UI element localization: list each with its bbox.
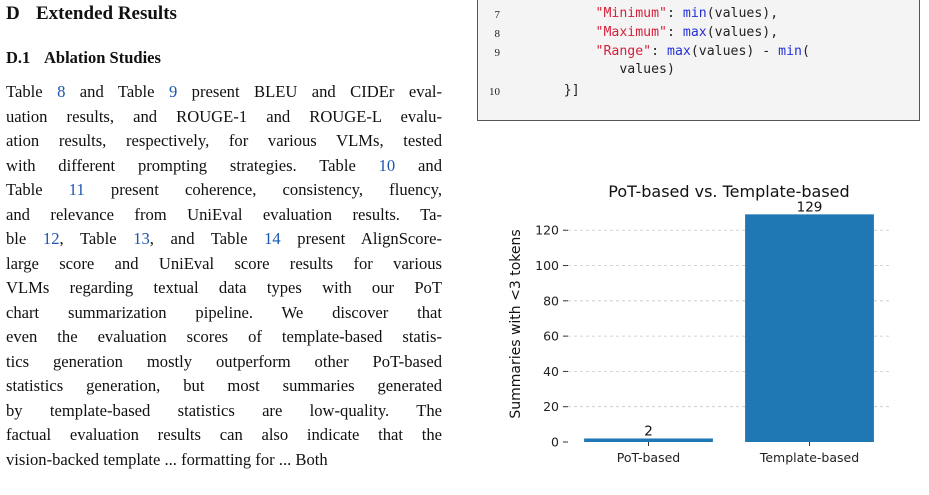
paragraph-line: tics generation mostly outperform other …	[6, 350, 442, 375]
y-tick-label: 0	[551, 435, 559, 450]
paragraph-text: uation results, and ROUGE-1 and ROUGE-L …	[6, 106, 442, 126]
code-line-number: 10	[489, 86, 500, 98]
body-paragraph: Table 8 and Table 9 present BLEU and CID…	[6, 80, 442, 472]
paragraph-text: present coherence, consistency, fluency,	[84, 180, 442, 199]
y-axis-label: Summaries with <3 tokens	[508, 229, 524, 418]
paragraph-text: and Table	[65, 82, 169, 101]
section-heading: D Extended Results	[6, 3, 177, 25]
code-listing: 7 "Minimum": min(values), 8 "Maximum": ma…	[477, 0, 920, 121]
paragraph-text: ble	[6, 229, 43, 248]
paragraph-text: , and Table	[149, 229, 265, 248]
code-text	[532, 44, 596, 59]
y-tick-label: 20	[543, 399, 559, 414]
code-line-number: 8	[494, 28, 501, 40]
paragraph-line: large score and UniEval score results fo…	[6, 252, 442, 277]
code-string: "Range"	[595, 44, 652, 59]
code-line-number: 7	[494, 9, 501, 21]
section-title: Extended Results	[36, 3, 177, 24]
paragraph-line: vision-backed template ... formatting fo…	[6, 448, 442, 473]
chart-title: PoT-based vs. Template-based	[608, 182, 849, 201]
table-ref-link[interactable]: 9	[168, 82, 178, 101]
table-ref-link[interactable]: 13	[133, 229, 150, 248]
subsection-number: D.1	[6, 48, 31, 67]
y-tick-label: 100	[535, 258, 559, 273]
paragraph-text: Table	[6, 82, 58, 101]
code-string: "Maximum"	[595, 25, 667, 40]
code-line-number: 9	[494, 47, 501, 59]
code-text	[532, 6, 596, 21]
code-text: :	[651, 44, 667, 59]
x-tick-label: Template-based	[759, 450, 859, 465]
section-number: D	[6, 3, 20, 24]
y-tick-label: 40	[543, 364, 559, 379]
subsection-title: Ablation Studies	[44, 48, 161, 67]
y-tick-label: 120	[535, 223, 559, 238]
paragraph-text: factual evaluation results can also indi…	[6, 425, 442, 444]
paragraph-line: VLMs regarding textual data types with o…	[6, 276, 442, 301]
paragraph-text: and relevance from UniEval evaluation re…	[6, 204, 442, 224]
y-tick-label: 80	[543, 293, 559, 308]
bar-pot-based	[584, 438, 713, 442]
table-ref-link[interactable]: 11	[68, 180, 85, 199]
paragraph-text: tics generation mostly outperform other …	[6, 351, 442, 371]
paragraph-line: with different prompting strategies. Tab…	[6, 154, 442, 179]
paragraph-text: ation results, respectively, for various…	[6, 131, 442, 150]
x-tick-label: PoT-based	[617, 450, 680, 465]
paragraph-text: statistics generation, but most summarie…	[6, 376, 442, 395]
paragraph-text: vision-backed template ... formatting fo…	[6, 449, 328, 469]
table-ref-link[interactable]: 14	[264, 229, 281, 248]
paragraph-line: Table 11 present coherence, consistency,…	[6, 178, 442, 203]
paragraph-text: by template-based statistics are low-qua…	[6, 400, 442, 420]
paragraph-line: factual evaluation results can also indi…	[6, 423, 442, 448]
paragraph-text: and	[395, 155, 442, 175]
code-function: min	[682, 6, 707, 21]
code-line: values)	[532, 62, 675, 77]
paragraph-line: Table 8 and Table 9 present BLEU and CID…	[6, 80, 442, 105]
code-text: :	[667, 25, 683, 40]
code-text: (values),	[706, 25, 779, 40]
paragraph-line: by template-based statistics are low-qua…	[6, 399, 442, 424]
table-ref-link[interactable]: 12	[42, 229, 60, 248]
chart-svg: 0 20 40 60 80 100 120 2 PoT-based 129 Template-bas…	[508, 182, 890, 465]
paragraph-line: ble 12, Table 13, and Table 14 present A…	[6, 227, 442, 252]
bar-template-based	[745, 214, 874, 442]
paragraph-text: chart summarization pipeline. We discove…	[6, 302, 442, 322]
code-text: }]	[532, 83, 580, 98]
paragraph-text: even the evaluation scores of template-b…	[6, 327, 442, 346]
subsection-heading: D.1 Ablation Studies	[6, 48, 161, 68]
table-ref-link[interactable]: 8	[57, 82, 66, 101]
code-text: (values) -	[690, 44, 779, 59]
code-function: min	[778, 44, 802, 59]
code-text: :	[667, 6, 683, 21]
paragraph-line: statistics generation, but most summarie…	[6, 374, 442, 399]
code-function: max	[667, 44, 691, 59]
code-line: "Range": max(values) - min(	[532, 44, 810, 59]
code-text: values)	[532, 62, 675, 77]
paragraph-line: and relevance from UniEval evaluation re…	[6, 203, 442, 228]
paragraph-text: VLMs regarding textual data types with o…	[6, 278, 442, 297]
code-text: (	[802, 44, 810, 59]
code-line: "Maximum": max(values),	[532, 25, 779, 40]
paragraph-line: even the evaluation scores of template-b…	[6, 325, 442, 350]
code-line: }]	[532, 83, 580, 98]
y-tick-label: 60	[543, 329, 559, 344]
paragraph-text: large score and UniEval score results fo…	[6, 253, 442, 273]
paragraph-line: ation results, respectively, for various…	[6, 129, 442, 154]
paragraph-line: uation results, and ROUGE-1 and ROUGE-L …	[6, 105, 442, 130]
code-string: "Minimum"	[595, 6, 667, 21]
paragraph-text: , Table	[59, 229, 134, 248]
paragraph-text: present BLEU and CIDEr eval-	[177, 82, 442, 101]
paragraph-text: with different prompting strategies. Tab…	[6, 155, 379, 175]
code-function: max	[682, 25, 707, 40]
paragraph-text: Table	[6, 180, 69, 199]
paragraph-line: chart summarization pipeline. We discove…	[6, 301, 442, 326]
table-ref-link[interactable]: 10	[378, 155, 396, 175]
data-label: 2	[644, 423, 653, 439]
code-text: (values),	[706, 6, 779, 21]
bar-chart: 0 20 40 60 80 100 120 2 PoT-based 129 Template-bas…	[480, 180, 900, 480]
data-label: 129	[797, 199, 823, 215]
code-text	[532, 25, 596, 40]
code-line: "Minimum": min(values),	[532, 6, 779, 21]
paragraph-text: present AlignScore-	[280, 229, 442, 248]
